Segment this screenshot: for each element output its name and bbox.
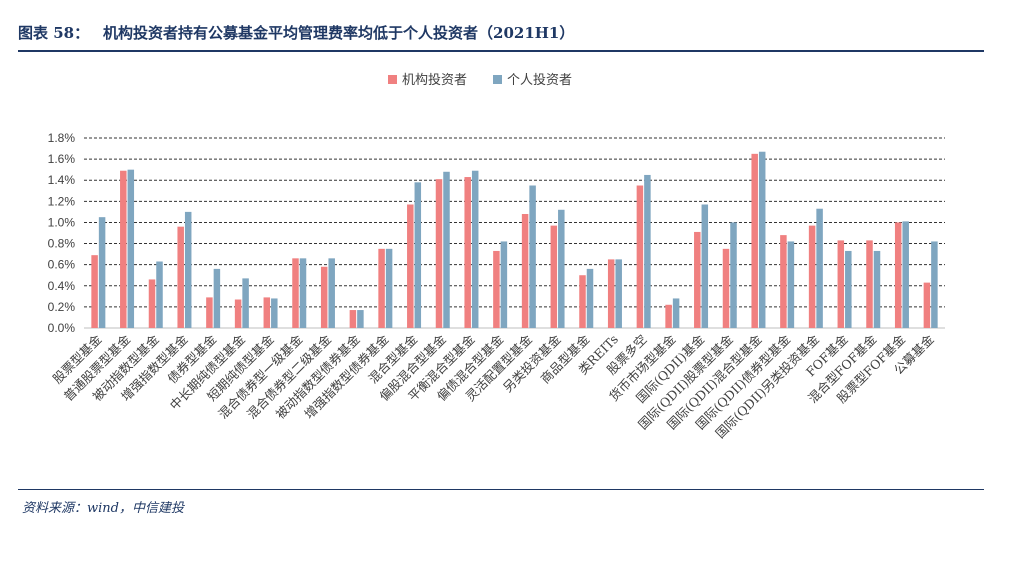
bar-individual xyxy=(816,208,823,328)
bar-institution xyxy=(636,185,644,328)
bar-institution xyxy=(177,226,184,328)
bar-individual xyxy=(471,170,479,328)
bar-institution xyxy=(923,282,931,328)
x-tick-labels: 股票型基金普通股票型基金被动指数型基金增强指数型基金债券型基金中长期纯债型基金短… xyxy=(50,331,937,441)
bar-individual xyxy=(558,209,565,328)
legend-label-institution: 机构投资者 xyxy=(402,72,467,88)
bar-individual xyxy=(443,171,450,328)
bar-institution xyxy=(837,240,845,328)
bars xyxy=(91,151,938,328)
y-tick-label: 0.6% xyxy=(48,258,76,272)
y-tick-label: 0.2% xyxy=(48,300,76,314)
y-tick-labels: 0.0% 0.2% 0.4% 0.6% 0.8% 1.0% 1.2% 1.4% 1.6% 1.8% xyxy=(48,131,76,335)
bar-institution xyxy=(550,225,558,328)
bar-individual xyxy=(672,298,680,328)
figure-label: 图表 58： xyxy=(18,24,90,42)
bar-institution xyxy=(780,235,787,328)
bar-institution xyxy=(349,310,357,328)
bar-institution xyxy=(435,179,443,328)
bar-individual xyxy=(787,241,795,328)
footer-divider xyxy=(18,489,984,490)
y-tick-label: 1.4% xyxy=(48,173,76,187)
bar-institution xyxy=(378,248,385,328)
legend-swatch-institution xyxy=(388,75,397,84)
bar-institution xyxy=(120,170,127,328)
bar-institution xyxy=(894,222,902,328)
bar-institution xyxy=(493,250,500,328)
bar-individual xyxy=(615,259,622,328)
bar-individual xyxy=(184,211,192,328)
gridlines xyxy=(84,137,945,329)
y-tick-label: 0.4% xyxy=(48,279,76,293)
bar-institution xyxy=(148,279,156,328)
bar-individual xyxy=(271,298,278,328)
bar-individual xyxy=(529,185,536,328)
bar-individual xyxy=(644,174,651,328)
bar-institution xyxy=(91,255,98,328)
bar-individual xyxy=(98,217,106,328)
bar-individual xyxy=(127,169,135,328)
bar-individual xyxy=(385,248,393,328)
bar-individual xyxy=(758,151,766,328)
bar-institution xyxy=(808,225,816,328)
bar-institution xyxy=(292,258,299,328)
y-tick-label: 1.8% xyxy=(48,131,76,145)
bar-individual xyxy=(357,310,364,328)
legend-swatch-individual xyxy=(493,75,502,84)
y-tick-label: 0.8% xyxy=(48,237,76,251)
y-tick-label: 0.0% xyxy=(48,321,76,335)
bar-institution xyxy=(521,214,529,328)
bar-individual xyxy=(701,204,709,328)
y-tick-label: 1.6% xyxy=(48,152,76,166)
bar-institution xyxy=(607,259,615,328)
bar-institution xyxy=(206,297,213,328)
bar-individual xyxy=(242,278,249,328)
figure-title: 机构投资者持有公募基金平均管理费率均低于个人投资者（2021H1） xyxy=(103,24,575,42)
bar-individual xyxy=(586,268,594,328)
bar-individual xyxy=(902,221,909,328)
bar-individual xyxy=(414,182,422,328)
y-tick-label: 1.0% xyxy=(48,215,76,229)
figure-header: 图表 58： 机构投资者持有公募基金平均管理费率均低于个人投资者（2021H1） xyxy=(18,22,984,52)
bar-institution xyxy=(464,177,471,328)
bar-institution xyxy=(694,231,701,328)
bar-institution xyxy=(751,153,758,328)
bar-individual xyxy=(873,250,881,328)
bar-institution xyxy=(263,297,271,328)
bar-institution xyxy=(579,275,586,328)
y-tick-label: 1.2% xyxy=(48,194,76,208)
source-note: 资料来源：wind，中信建投 xyxy=(22,501,184,516)
bar-institution xyxy=(234,299,242,328)
bar-institution xyxy=(320,266,328,328)
bar-individual xyxy=(156,261,163,328)
bar-institution xyxy=(407,204,414,328)
legend: 机构投资者 个人投资者 xyxy=(388,72,572,88)
bar-individual xyxy=(931,241,938,328)
bar-individual xyxy=(213,268,221,328)
bar-individual xyxy=(328,258,335,328)
bar-institution xyxy=(665,304,672,328)
bar-individual xyxy=(845,250,852,328)
bar-individual xyxy=(500,241,508,328)
bar-institution xyxy=(722,248,730,328)
bar-individual xyxy=(299,258,307,328)
legend-label-individual: 个人投资者 xyxy=(507,72,572,88)
bar-institution xyxy=(866,240,873,328)
bar-individual xyxy=(730,222,737,328)
